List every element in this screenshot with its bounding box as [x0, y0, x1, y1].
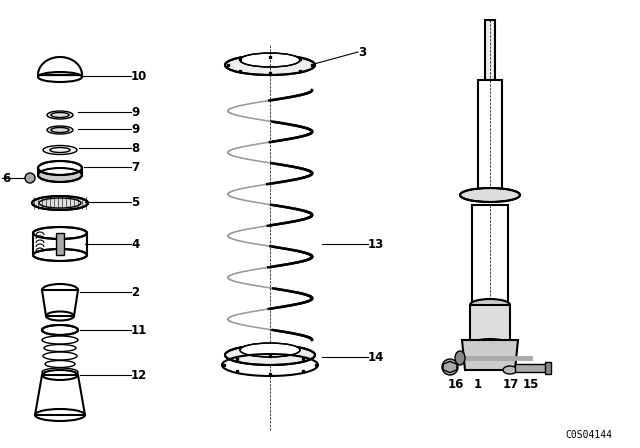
Text: 9: 9 — [131, 122, 140, 135]
Text: 5: 5 — [131, 195, 140, 208]
Text: 8: 8 — [131, 142, 140, 155]
Ellipse shape — [38, 168, 82, 182]
Text: 7: 7 — [131, 160, 139, 173]
Ellipse shape — [47, 126, 73, 134]
Text: 11: 11 — [131, 323, 147, 336]
Text: 9: 9 — [131, 105, 140, 119]
Text: 4: 4 — [131, 237, 140, 250]
Bar — [472, 205, 508, 305]
Ellipse shape — [38, 161, 82, 175]
Bar — [478, 80, 502, 200]
Text: 2: 2 — [131, 285, 139, 298]
Ellipse shape — [240, 343, 300, 357]
Text: 14: 14 — [368, 350, 385, 363]
Text: 6: 6 — [2, 172, 10, 185]
Polygon shape — [35, 375, 85, 415]
Ellipse shape — [225, 55, 315, 75]
Text: C0S04144: C0S04144 — [565, 430, 612, 440]
Ellipse shape — [460, 188, 520, 202]
Text: 15: 15 — [523, 378, 540, 391]
Ellipse shape — [225, 345, 315, 365]
Bar — [56, 233, 64, 255]
Ellipse shape — [33, 227, 87, 239]
Ellipse shape — [240, 53, 300, 67]
Polygon shape — [462, 340, 518, 370]
Circle shape — [442, 359, 458, 375]
Polygon shape — [38, 57, 82, 75]
Ellipse shape — [503, 366, 517, 374]
Ellipse shape — [470, 339, 510, 351]
Text: 3: 3 — [358, 46, 366, 59]
Text: 13: 13 — [368, 237, 384, 250]
Ellipse shape — [47, 111, 73, 119]
Ellipse shape — [33, 249, 87, 261]
Text: 10: 10 — [131, 69, 147, 82]
Ellipse shape — [42, 325, 78, 335]
Text: 17: 17 — [503, 378, 519, 391]
Bar — [515, 364, 550, 372]
Text: 1: 1 — [474, 378, 482, 391]
Ellipse shape — [455, 351, 465, 365]
Text: 16: 16 — [448, 378, 465, 391]
Ellipse shape — [43, 146, 77, 155]
Ellipse shape — [470, 299, 510, 311]
Bar — [545, 362, 551, 374]
Bar — [485, 20, 495, 80]
Bar — [470, 305, 510, 345]
Polygon shape — [42, 290, 78, 316]
Text: 12: 12 — [131, 369, 147, 382]
Ellipse shape — [32, 196, 88, 210]
Circle shape — [25, 173, 35, 183]
